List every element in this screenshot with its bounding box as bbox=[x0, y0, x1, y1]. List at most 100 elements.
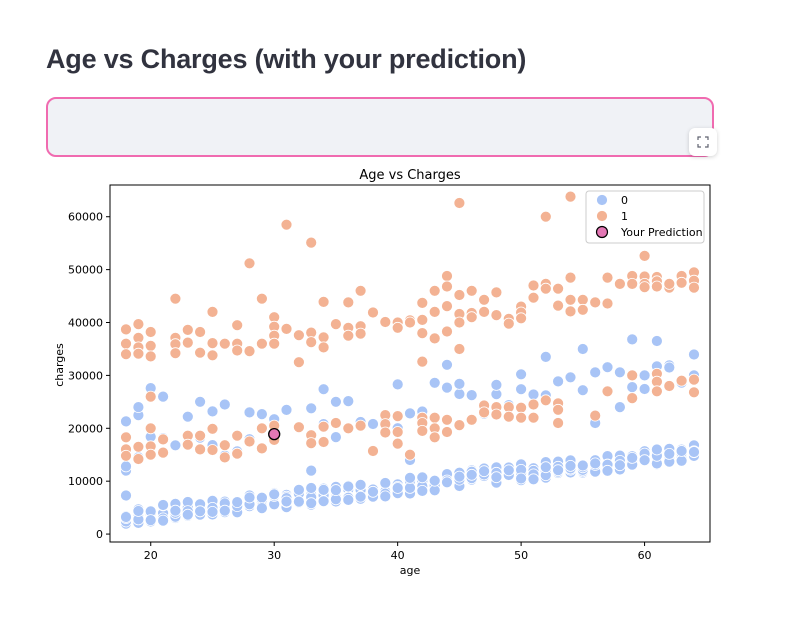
data-point-1 bbox=[144, 326, 157, 338]
data-point-1 bbox=[626, 278, 639, 290]
data-point-0 bbox=[404, 481, 416, 494]
data-point-0 bbox=[576, 459, 589, 472]
data-point-1 bbox=[391, 410, 404, 423]
data-point-1 bbox=[601, 385, 614, 398]
data-point-1 bbox=[206, 349, 219, 362]
data-point-0 bbox=[453, 377, 466, 390]
data-point-1 bbox=[675, 276, 688, 289]
data-point-1 bbox=[478, 293, 491, 306]
data-point-0 bbox=[132, 505, 145, 517]
data-point-1 bbox=[515, 312, 527, 325]
data-point-1 bbox=[465, 413, 478, 426]
data-point-1 bbox=[589, 296, 602, 309]
data-point-0 bbox=[614, 401, 626, 414]
data-point-1 bbox=[169, 292, 182, 305]
data-point-1 bbox=[404, 448, 416, 461]
data-point-1 bbox=[564, 293, 577, 306]
fullscreen-icon bbox=[697, 136, 709, 148]
data-point-1 bbox=[552, 282, 564, 295]
data-point-1 bbox=[552, 299, 564, 312]
data-point-0 bbox=[675, 454, 688, 467]
data-point-1 bbox=[441, 270, 453, 282]
data-point-1 bbox=[416, 296, 429, 309]
data-point-1 bbox=[478, 305, 491, 318]
data-point-1 bbox=[243, 257, 256, 270]
data-point-0 bbox=[280, 403, 293, 416]
data-point-1 bbox=[552, 417, 564, 429]
data-point-1 bbox=[651, 280, 663, 293]
data-point-0 bbox=[255, 491, 268, 504]
data-point-1 bbox=[367, 306, 379, 319]
data-point-1 bbox=[490, 309, 503, 322]
data-point-1 bbox=[564, 190, 577, 203]
data-point-1 bbox=[441, 413, 453, 426]
data-point-1 bbox=[157, 446, 170, 459]
legend-marker-prediction bbox=[595, 225, 609, 239]
data-point-0 bbox=[144, 514, 157, 527]
data-point-1 bbox=[243, 345, 256, 358]
data-point-1 bbox=[231, 429, 244, 442]
data-point-0 bbox=[404, 407, 416, 420]
data-point-1 bbox=[539, 282, 552, 295]
data-point-0 bbox=[539, 350, 552, 363]
data-point-1 bbox=[181, 438, 194, 451]
y-tick-label: 30000 bbox=[68, 369, 103, 382]
page-title: Age vs Charges (with your prediction) bbox=[46, 44, 527, 74]
data-point-0 bbox=[218, 398, 231, 411]
data-point-1 bbox=[280, 322, 293, 335]
data-point-1 bbox=[453, 289, 466, 301]
data-point-0 bbox=[354, 490, 367, 503]
legend-label-prediction: Your Prediction bbox=[620, 226, 703, 239]
x-tick-label: 50 bbox=[514, 549, 528, 562]
data-point-1 bbox=[626, 392, 639, 405]
legend-marker-0 bbox=[596, 194, 608, 206]
data-point-0 bbox=[651, 335, 663, 347]
data-point-0 bbox=[379, 490, 392, 503]
data-point-1 bbox=[157, 433, 170, 446]
data-point-1 bbox=[218, 451, 231, 464]
prediction-input-container[interactable] bbox=[46, 97, 714, 157]
data-point-1 bbox=[181, 336, 194, 349]
data-point-0 bbox=[120, 460, 132, 473]
data-point-1 bbox=[515, 411, 527, 424]
data-point-0 bbox=[329, 395, 342, 408]
fullscreen-button[interactable] bbox=[689, 128, 717, 156]
data-point-0 bbox=[539, 461, 552, 474]
data-point-1 bbox=[120, 348, 132, 361]
data-point-1 bbox=[206, 305, 219, 318]
data-point-1 bbox=[527, 398, 540, 411]
data-point-0 bbox=[515, 383, 527, 396]
data-point-1 bbox=[120, 449, 132, 462]
data-point-1 bbox=[231, 344, 244, 357]
data-point-0 bbox=[663, 447, 676, 460]
data-point-1 bbox=[144, 448, 157, 461]
data-point-1 bbox=[441, 300, 453, 313]
data-point-0 bbox=[157, 390, 170, 403]
data-point-1 bbox=[194, 326, 207, 338]
data-point-1 bbox=[169, 347, 182, 360]
data-point-0 bbox=[515, 368, 527, 381]
data-point-1 bbox=[453, 419, 466, 432]
data-point-0 bbox=[120, 511, 132, 523]
data-point-0 bbox=[157, 499, 170, 511]
data-point-1 bbox=[614, 278, 626, 290]
data-point-1 bbox=[132, 347, 145, 360]
data-point-0 bbox=[626, 451, 639, 464]
data-point-0 bbox=[416, 471, 429, 484]
data-point-0 bbox=[367, 485, 379, 498]
data-point-1 bbox=[218, 439, 231, 452]
plot-frame bbox=[109, 184, 711, 543]
data-point-1 bbox=[404, 316, 416, 329]
data-point-1 bbox=[144, 339, 157, 352]
data-point-1 bbox=[428, 305, 441, 318]
data-point-0 bbox=[527, 388, 540, 401]
data-point-0 bbox=[292, 495, 305, 508]
data-point-1 bbox=[317, 420, 330, 433]
data-point-1 bbox=[651, 385, 663, 398]
data-point-1 bbox=[416, 313, 429, 326]
data-point-1 bbox=[564, 271, 577, 284]
data-point-0 bbox=[651, 443, 663, 456]
data-point-1 bbox=[342, 422, 355, 435]
data-point-1 bbox=[194, 346, 207, 359]
x-tick-label: 20 bbox=[144, 549, 158, 562]
